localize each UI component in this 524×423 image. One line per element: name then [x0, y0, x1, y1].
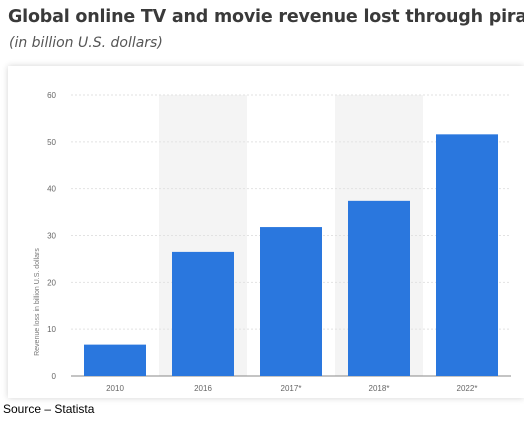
bar-chart: 0 10 20 30 40 50 60 2010 2016 2017* 2018* 2022* Re… [34, 91, 511, 393]
bar-2022[interactable] [436, 134, 498, 376]
chart-card: 0 10 20 30 40 50 60 2010 2016 2017* 2018* 2022* Re… [8, 66, 524, 398]
x-tick-label: 2010 [106, 384, 124, 393]
bar-2016[interactable] [172, 251, 234, 376]
x-tick-label: 2018* [369, 384, 390, 393]
bars [84, 134, 498, 376]
y-tick-label: 20 [47, 278, 56, 287]
y-tick-label: 50 [47, 138, 56, 147]
page-title: Global online TV and movie revenue lost … [8, 7, 524, 27]
x-tick-label: 2016 [194, 384, 212, 393]
x-axis-ticks: 2010 2016 2017* 2018* 2022* [106, 384, 477, 393]
bar-2010[interactable] [84, 344, 146, 376]
x-tick-label: 2022* [457, 384, 478, 393]
bar-2018[interactable] [348, 200, 410, 376]
y-tick-label: 30 [47, 232, 56, 241]
y-axis-ticks: 0 10 20 30 40 50 60 [47, 91, 56, 381]
page-subtitle: (in billion U.S. dollars) [9, 35, 163, 51]
y-axis-label: Revenue loss in billion U.S. dollars [34, 248, 41, 356]
y-tick-label: 10 [47, 325, 56, 334]
y-tick-label: 60 [47, 91, 56, 100]
y-tick-label: 0 [52, 372, 57, 381]
source-note: Source – Statista [3, 402, 95, 416]
bar-2017[interactable] [260, 227, 322, 376]
x-tick-label: 2017* [281, 384, 302, 393]
y-tick-label: 40 [47, 185, 56, 194]
